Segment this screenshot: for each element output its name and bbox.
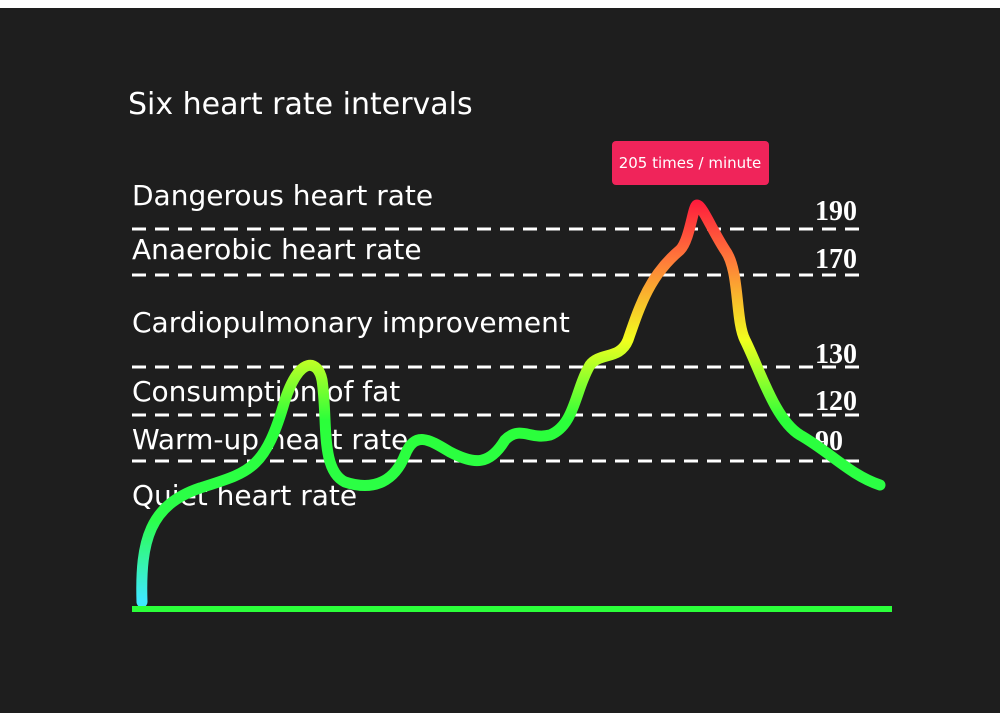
threshold-value: 190 <box>815 196 857 227</box>
threshold-value: 120 <box>815 386 857 417</box>
threshold-value: 170 <box>815 244 857 275</box>
zone-label: Dangerous heart rate <box>132 179 433 212</box>
threshold-value: 130 <box>815 339 857 370</box>
zone-label: Cardiopulmonary improvement <box>132 306 570 339</box>
peak-badge <box>612 141 769 185</box>
zone-label: Anaerobic heart rate <box>132 233 422 266</box>
zone-label: Consumption of fat <box>132 375 400 408</box>
background <box>0 8 1000 713</box>
peak-label: 205 times / minute <box>619 154 762 172</box>
heart-rate-curve <box>136 199 886 608</box>
title: Six heart rate intervals <box>128 87 473 122</box>
